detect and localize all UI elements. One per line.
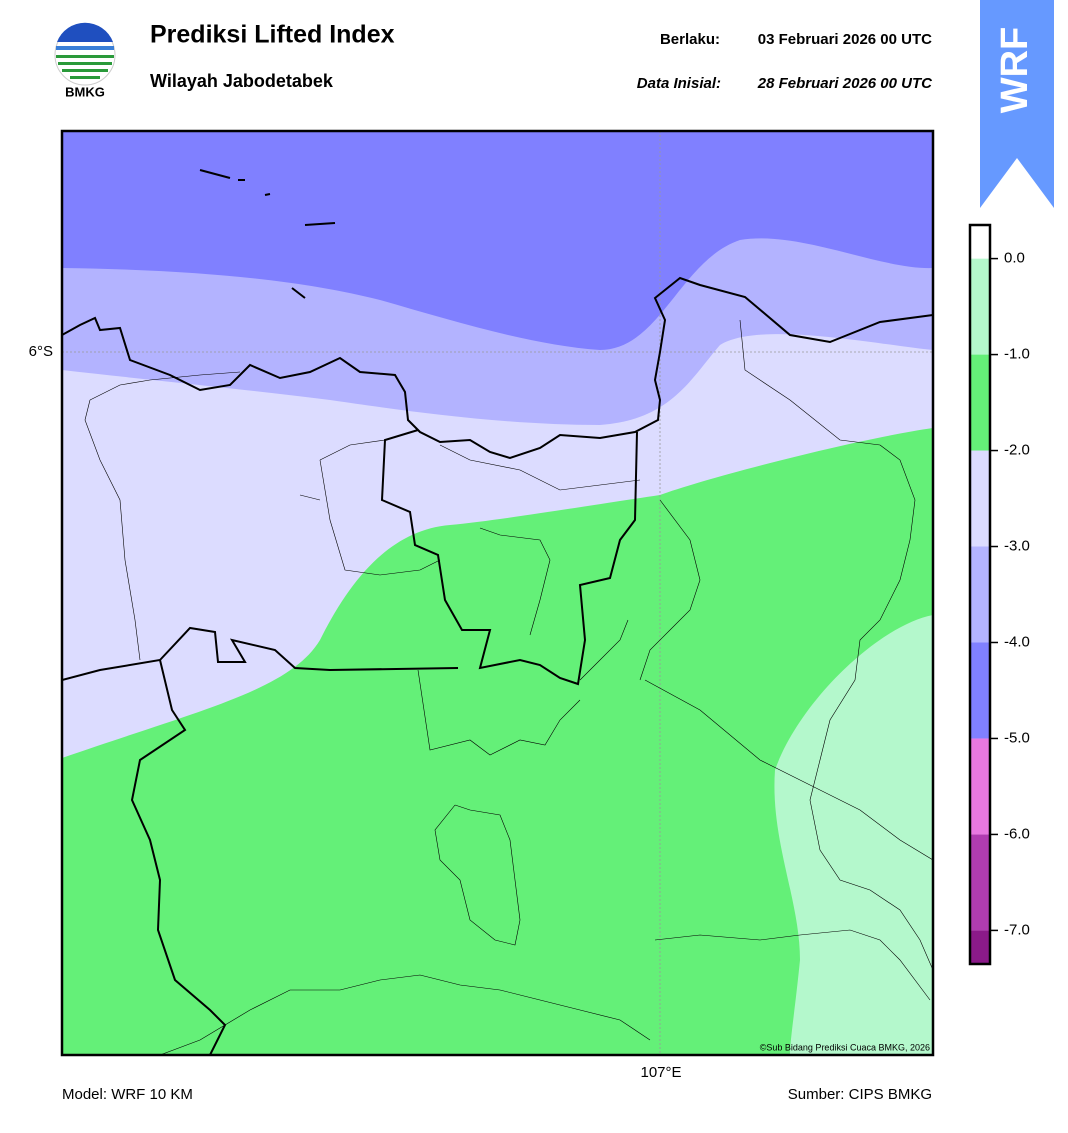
colorbar-tick-label: -2.0 (1004, 442, 1030, 459)
colorbar-tick-label: -6.0 (1004, 825, 1030, 842)
valid-date: 03 Februari 2026 00 UTC (758, 31, 932, 48)
colorbar: 0.0 -1.0 -2.0 -3.0 -4.0 -5.0 -6.0 -7.0 (968, 223, 1030, 966)
footer-source: Sumber: CIPS BMKG (788, 1086, 932, 1103)
colorbar-segment (970, 258, 990, 355)
badge-ribbon (980, 0, 1054, 208)
colorbar-segment (970, 930, 990, 964)
colorbar-segment (970, 642, 990, 739)
colorbar-segment (970, 225, 990, 259)
title: Prediksi Lifted Index (150, 21, 395, 49)
lat-label: 6°S (29, 343, 53, 360)
logo-text: BMKG (65, 84, 105, 99)
lon-label: 107°E (640, 1064, 681, 1081)
footer-model: Model: WRF 10 KM (62, 1086, 193, 1103)
subtitle: Wilayah Jabodetabek (150, 71, 334, 91)
colorbar-segment (970, 546, 990, 643)
colorbar-tick-label: -4.0 (1004, 633, 1030, 650)
credit: ©Sub Bidang Prediksi Cuaca BMKG, 2026 (760, 1042, 930, 1052)
badge: WRF (994, 27, 1036, 114)
valid-label: Berlaku: (660, 31, 720, 48)
map (62, 131, 933, 1055)
colorbar-segment (970, 738, 990, 835)
colorbar-tick-label: -1.0 (1004, 346, 1030, 363)
colorbar-tick-label: -7.0 (1004, 921, 1030, 938)
colorbar-tick-label: -5.0 (1004, 729, 1030, 746)
colorbar-segment (970, 450, 990, 547)
logo (54, 22, 116, 86)
colorbar-tick-label: -3.0 (1004, 537, 1030, 554)
map-frame (60, 129, 935, 1057)
colorbar-segment (970, 354, 990, 451)
colorbar-frame (968, 223, 992, 966)
init-date: 28 Februari 2026 00 UTC (757, 75, 933, 92)
colorbar-segment (970, 834, 990, 931)
colorbar-tick-label: 0.0 (1004, 250, 1025, 267)
init-label: Data Inisial: (637, 75, 721, 92)
